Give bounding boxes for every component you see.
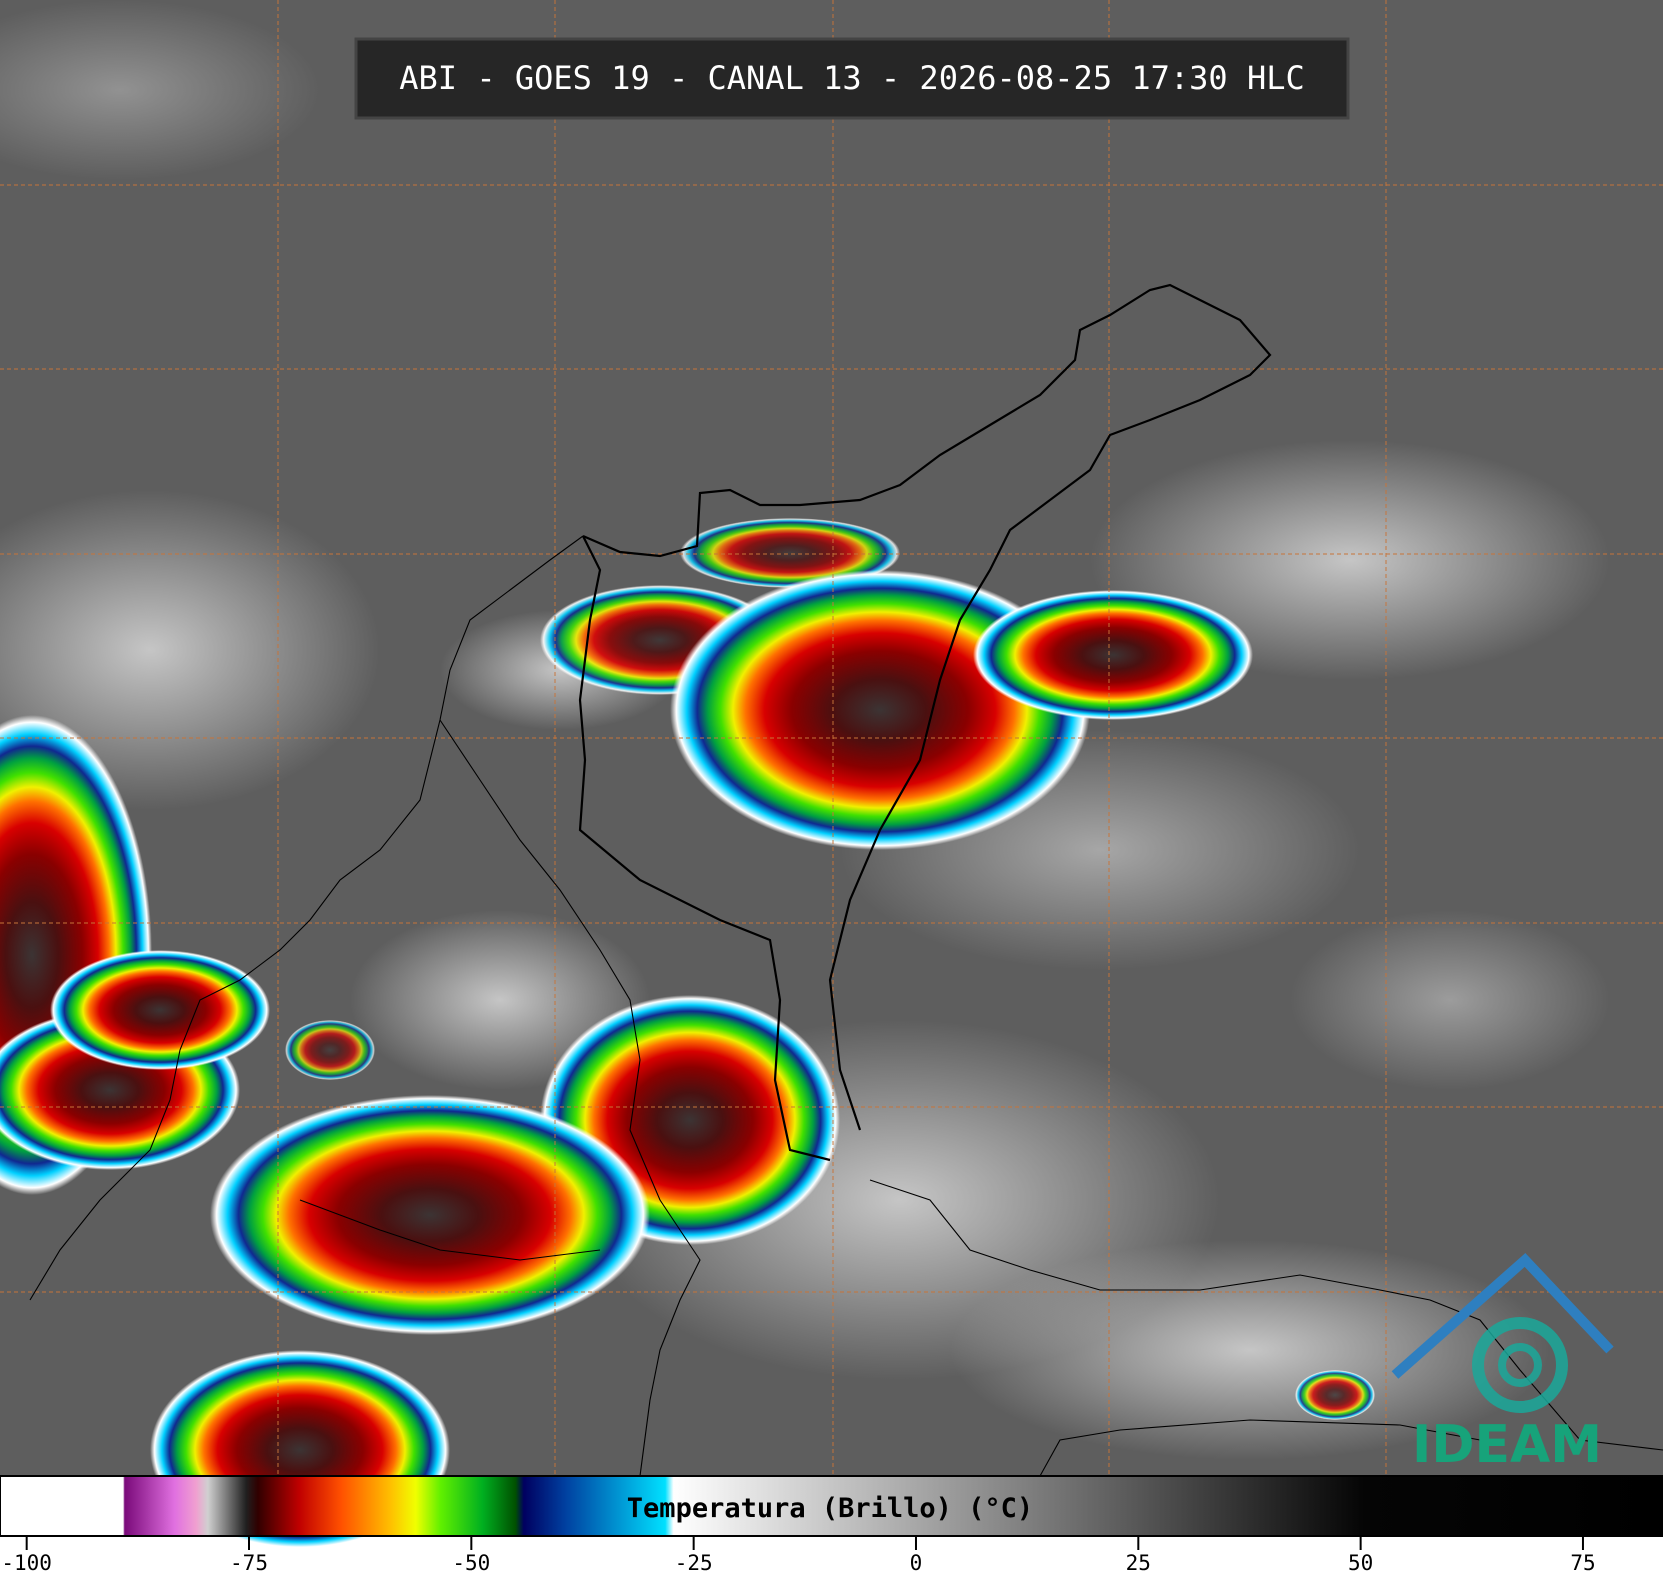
border	[299, 1199, 601, 1261]
tick-label: -25	[675, 1551, 713, 1575]
graticule	[0, 0, 1663, 1476]
tick-label: 0	[910, 1551, 923, 1575]
tick-label: 75	[1570, 1551, 1595, 1575]
storm	[680, 518, 900, 588]
tick-label: -50	[452, 1551, 490, 1575]
colorbar: Temperatura (Brillo) (°C) -100 -75 -50 -25 0…	[0, 1475, 1663, 1575]
storm-layer	[0, 518, 1375, 1550]
logo-spiral	[1498, 1343, 1542, 1387]
cloud	[0, 490, 380, 810]
border	[578, 535, 831, 1162]
tick-label: -100	[1, 1551, 52, 1575]
tick-label: 50	[1348, 1551, 1373, 1575]
border	[869, 1179, 1663, 1451]
colorbar-label: Temperatura (Brillo) (°C)	[627, 1493, 1033, 1524]
storm	[1295, 1370, 1375, 1420]
logo-text: IDEAM	[1412, 1415, 1602, 1475]
border	[1039, 1419, 1481, 1477]
cloud	[1290, 910, 1610, 1090]
border	[29, 535, 584, 1301]
coastlines	[29, 283, 1663, 1477]
cloud	[0, 0, 320, 180]
title: ABI - GOES 19 - CANAL 13 - 2026-08-25 17…	[399, 59, 1304, 97]
storm	[50, 950, 270, 1070]
tick-label: -75	[230, 1551, 268, 1575]
coastline	[582, 283, 1272, 1131]
tick-label: 25	[1126, 1551, 1151, 1575]
storm	[210, 1095, 650, 1335]
storm	[285, 1020, 375, 1080]
logo-spiral	[1472, 1317, 1568, 1413]
title-box: ABI - GOES 19 - CANAL 13 - 2026-08-25 17…	[354, 37, 1350, 120]
cloud	[950, 1240, 1550, 1460]
border	[439, 719, 701, 1477]
title-background	[354, 37, 1350, 120]
logo: IDEAM	[1391, 1253, 1614, 1475]
colorbar-ramp	[0, 1475, 1663, 1537]
logo-roof	[1391, 1253, 1614, 1379]
storm	[973, 590, 1253, 720]
